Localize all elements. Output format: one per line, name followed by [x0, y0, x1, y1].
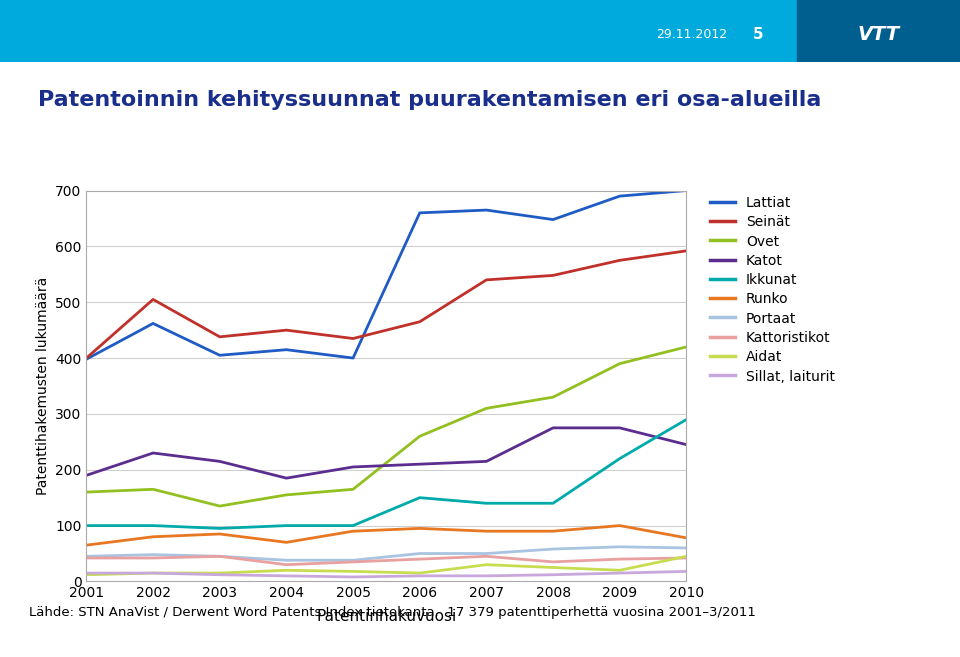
X-axis label: Patentinhakuvuosi: Patentinhakuvuosi	[316, 608, 457, 623]
Bar	[0, 0, 797, 62]
Text: 5: 5	[753, 27, 764, 42]
Bar	[797, 0, 960, 62]
Text: Lähde: STN AnaVist / Derwent Word Patents Index tietokanta.  17 379 patenttiperh: Lähde: STN AnaVist / Derwent Word Patent…	[29, 606, 756, 619]
Text: Patentoinnin kehityssuunnat puurakentamisen eri osa-alueilla: Patentoinnin kehityssuunnat puurakentami…	[38, 91, 822, 110]
Legend: Lattiat, Seinät, Ovet, Katot, Ikkunat, Runko, Portaat, Kattoristikot, Aidat, Sil: Lattiat, Seinät, Ovet, Katot, Ikkunat, R…	[705, 191, 841, 389]
Text: VTT: VTT	[857, 25, 900, 44]
Text: 29.11.2012: 29.11.2012	[656, 28, 727, 41]
Y-axis label: Patenttihakemusten lukumäärä: Patenttihakemusten lukumäärä	[36, 277, 50, 495]
